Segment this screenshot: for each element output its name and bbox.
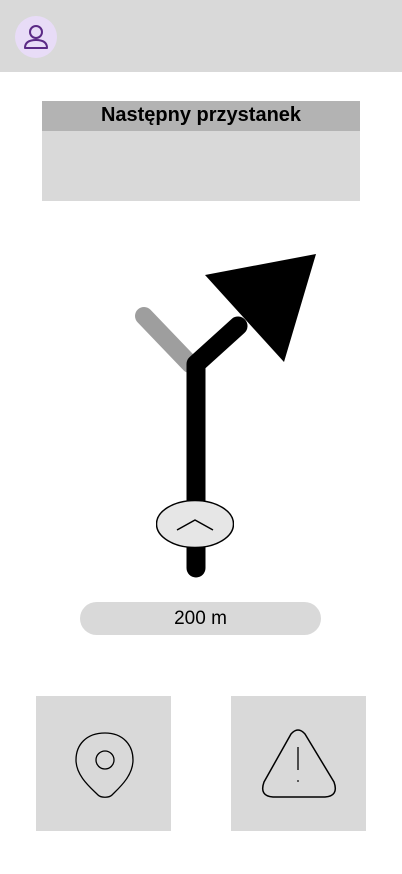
next-stop-panel: Następny przystanek	[42, 101, 360, 201]
inactive-route-branch	[135, 307, 199, 373]
next-stop-title: Następny przystanek	[42, 101, 360, 131]
next-stop-value	[42, 131, 360, 201]
location-button[interactable]	[36, 696, 171, 831]
direction-arrow-head	[205, 254, 316, 362]
distance-indicator: 200 m	[80, 602, 321, 635]
top-bar	[0, 0, 402, 72]
report-issue-button[interactable]	[231, 696, 366, 831]
expand-button[interactable]	[155, 499, 235, 549]
location-pin-icon	[75, 732, 134, 798]
chevron-up-icon	[155, 499, 235, 549]
warning-triangle-icon	[261, 729, 337, 798]
user-avatar-button[interactable]	[15, 16, 57, 58]
user-icon	[24, 25, 48, 49]
